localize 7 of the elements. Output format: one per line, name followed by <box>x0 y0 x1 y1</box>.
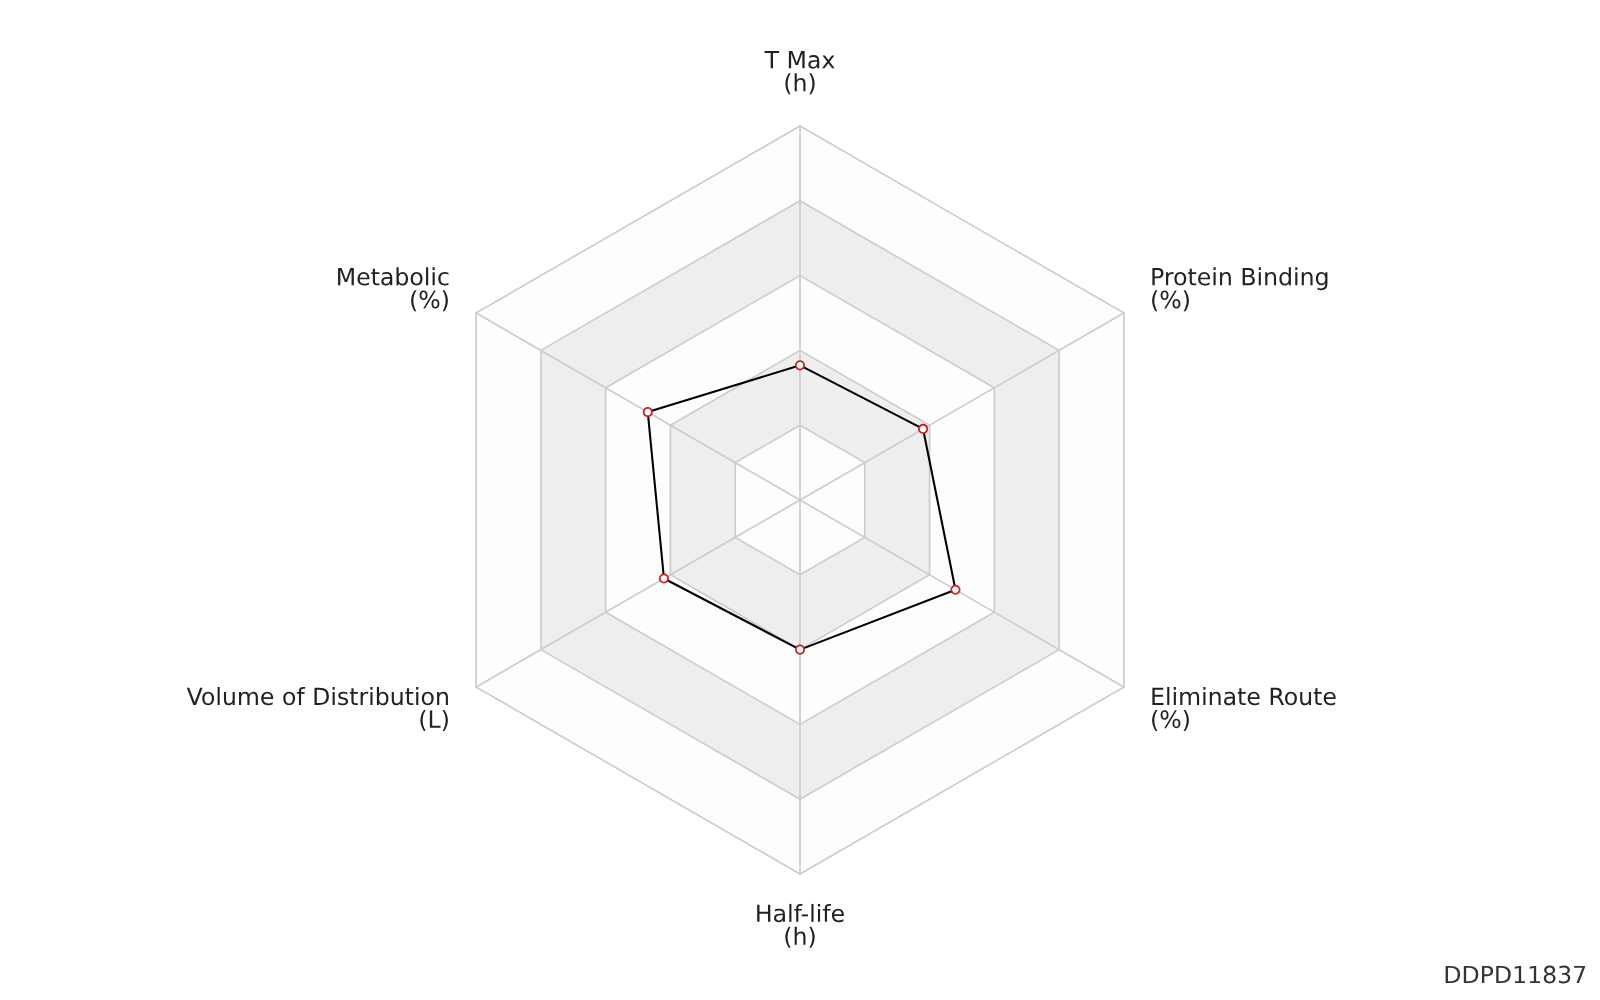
spoke-label: Half-life (h) <box>757 903 844 948</box>
spoke-label: Protein Binding (%) <box>1152 267 1328 312</box>
text: DDPD11837 <box>1445 965 1586 984</box>
spoke-label: Eliminate Route (%) <box>1152 687 1336 731</box>
spoke-label: Metabolic (%) <box>338 267 449 312</box>
spoke-label: Volume of Distribution (L) <box>186 687 448 731</box>
spoke-label: T Max (h) <box>764 51 835 95</box>
